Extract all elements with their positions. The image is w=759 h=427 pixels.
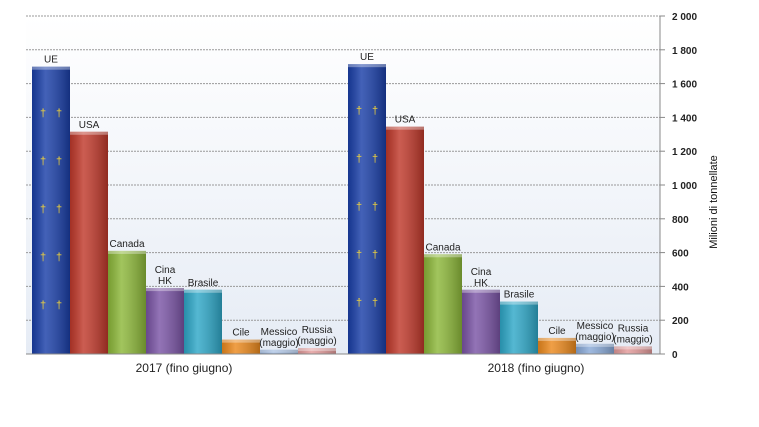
bars: † † † † † † † † † † † † † † † † † † † † bbox=[32, 64, 652, 354]
bar-brasile-0 bbox=[184, 289, 222, 354]
eu-star-icon: † bbox=[372, 105, 378, 117]
eu-star-icon: † bbox=[56, 108, 62, 120]
y-tick-label: 600 bbox=[672, 249, 689, 260]
bar-cina-hk-0 bbox=[146, 288, 184, 354]
bar-label: UE bbox=[360, 52, 374, 63]
eu-star-icon: † bbox=[40, 108, 46, 120]
y-ticks: 0 200 400 600 800 1 000 1 200 1 400 1 600 1 800 2 … bbox=[660, 12, 697, 361]
y-tick-label: 1 200 bbox=[672, 147, 697, 158]
bar-cile-0 bbox=[222, 339, 260, 354]
eu-star-icon: † bbox=[372, 153, 378, 165]
y-axis-title: Milioni di tonnellate bbox=[708, 155, 720, 249]
eu-star-icon: † bbox=[40, 300, 46, 312]
bar-canada-0 bbox=[108, 250, 146, 354]
eu-star-icon: † bbox=[56, 252, 62, 264]
y-tick-label: 200 bbox=[672, 316, 689, 327]
bar-label: Russia bbox=[618, 323, 649, 334]
bar-label: Cile bbox=[548, 326, 566, 337]
bar-messico-maggio--0 bbox=[260, 349, 298, 354]
eu-star-icon: † bbox=[356, 249, 362, 261]
bar-russia-maggio--0 bbox=[298, 348, 336, 354]
bar-ue-0: † † † † † † † † † † bbox=[32, 66, 70, 354]
bar-label: Messico bbox=[577, 321, 614, 332]
eu-star-icon: † bbox=[356, 153, 362, 165]
bar-label: (maggio) bbox=[575, 332, 614, 343]
category-label-2018: 2018 (fino giugno) bbox=[488, 361, 585, 375]
eu-star-icon: † bbox=[56, 204, 62, 216]
bar-cile-1 bbox=[538, 337, 576, 354]
bar-label: USA bbox=[395, 115, 416, 126]
bar-label: Brasile bbox=[504, 290, 535, 301]
eu-star-icon: † bbox=[356, 105, 362, 117]
y-tick-label: 1 800 bbox=[672, 46, 697, 57]
y-tick-label: 2 000 bbox=[672, 12, 697, 23]
bar-ue-1: † † † † † † † † † † bbox=[348, 64, 386, 354]
bar-label: (maggio) bbox=[297, 336, 336, 347]
y-tick-label: 1 400 bbox=[672, 113, 697, 124]
bar-label: (maggio) bbox=[259, 338, 298, 349]
bar-label: Brasile bbox=[188, 278, 219, 289]
bar-label: UE bbox=[44, 55, 58, 66]
eu-star-icon: † bbox=[40, 204, 46, 216]
bar-label: Cina bbox=[155, 265, 176, 276]
bar-label: HK bbox=[474, 278, 488, 289]
bar-label: Cile bbox=[232, 328, 250, 339]
bar-label: USA bbox=[79, 120, 100, 131]
eu-star-icon: † bbox=[372, 297, 378, 309]
y-tick-label: 1 600 bbox=[672, 80, 697, 91]
y-tick-label: 1 000 bbox=[672, 181, 697, 192]
bar-russia-maggio--1 bbox=[614, 346, 652, 354]
eu-star-icon: † bbox=[56, 300, 62, 312]
eu-star-icon: † bbox=[56, 156, 62, 168]
bar-usa-1 bbox=[386, 126, 424, 354]
y-tick-label: 800 bbox=[672, 215, 689, 226]
bar-label: Russia bbox=[302, 325, 333, 336]
bar-brasile-1 bbox=[500, 301, 538, 354]
bar-messico-maggio--1 bbox=[576, 343, 614, 354]
bar-label: (maggio) bbox=[613, 334, 652, 345]
y-tick-label: 0 bbox=[672, 350, 678, 361]
bar-label: Messico bbox=[261, 327, 298, 338]
bar-label: Canada bbox=[425, 242, 460, 253]
eu-star-icon: † bbox=[40, 252, 46, 264]
eu-star-icon: † bbox=[356, 297, 362, 309]
eu-star-icon: † bbox=[40, 156, 46, 168]
bar-label: Cina bbox=[471, 267, 492, 278]
eu-star-icon: † bbox=[356, 201, 362, 213]
eu-star-icon: † bbox=[372, 201, 378, 213]
bar-usa-0 bbox=[70, 131, 108, 354]
eu-star-icon: † bbox=[372, 249, 378, 261]
bar-canada-1 bbox=[424, 254, 462, 354]
category-label-2017: 2017 (fino giugno) bbox=[136, 361, 233, 375]
y-tick-label: 400 bbox=[672, 282, 689, 293]
bar-label: Canada bbox=[109, 239, 144, 250]
bar-cina-hk-1 bbox=[462, 289, 500, 354]
bar-label: HK bbox=[158, 276, 172, 287]
